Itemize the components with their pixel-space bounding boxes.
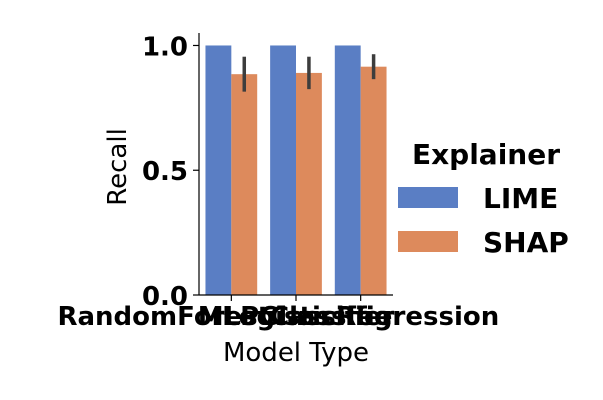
legend-label-lime: LIME	[483, 182, 558, 215]
x-tick-label: RandomForestClassifier	[57, 302, 405, 332]
bar-group	[205, 45, 387, 296]
x-tick-group: RandomForestClassifierMLPClassifierLogis…	[57, 295, 499, 332]
y-tick-label: 1.0	[142, 32, 188, 62]
x-tick-label: MLPClassifier	[198, 302, 395, 332]
legend-label-shap: SHAP	[483, 226, 569, 259]
y-tick-label: 0.5	[142, 157, 188, 187]
bar-shap-2	[360, 66, 387, 295]
bar-shap-0	[231, 74, 258, 296]
bar-lime-1	[270, 45, 296, 295]
y-axis-title: Recall	[103, 128, 133, 206]
legend-swatch-shap	[398, 231, 458, 252]
x-axis-title: Model Type	[223, 338, 369, 368]
legend-title: Explainer	[412, 138, 560, 171]
error-bar-group	[242, 54, 376, 92]
bar-lime-2	[334, 45, 361, 295]
x-tick-label: LogisticRegression	[222, 302, 499, 332]
bar-shap-1	[296, 72, 322, 295]
y-tick-label: 0.0	[142, 282, 188, 312]
y-tick-group: 0.0 0.5 1.0	[142, 32, 199, 312]
legend-swatch-lime	[398, 187, 458, 208]
bar-lime-0	[205, 45, 232, 295]
legend: Explainer LIME SHAP	[398, 138, 569, 259]
